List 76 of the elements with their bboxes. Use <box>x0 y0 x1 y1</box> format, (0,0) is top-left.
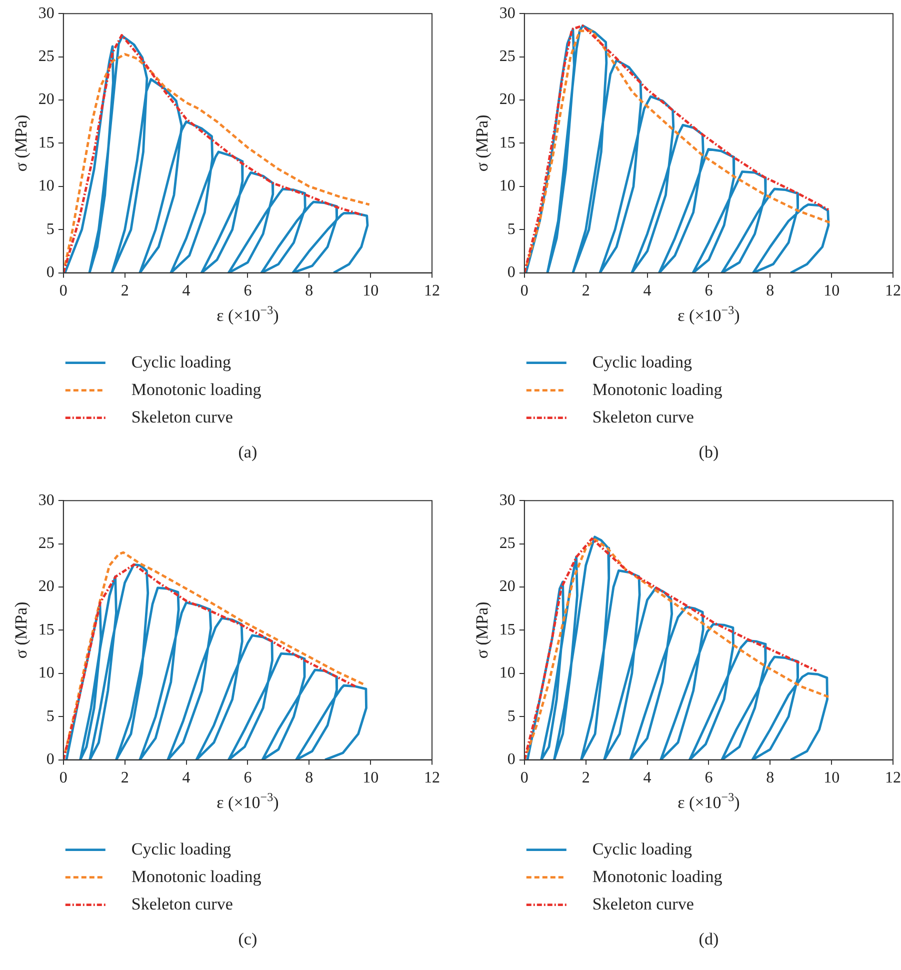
x-tick-label: 10 <box>824 282 840 300</box>
x-tick-label: 2 <box>582 282 590 300</box>
legend-label: Cyclic loading <box>592 352 693 372</box>
x-tick-label: 10 <box>824 770 840 787</box>
text: (c) <box>238 929 258 948</box>
x-tick-label: 8 <box>766 282 774 300</box>
y-tick-label: 5 <box>46 708 54 725</box>
x-tick-label: 12 <box>885 282 901 300</box>
y-tick-label: 0 <box>46 264 54 282</box>
x-tick-label: 6 <box>244 282 252 300</box>
x-tick-label: 2 <box>582 770 590 787</box>
x-tick-label: 4 <box>643 282 652 300</box>
x-tick-label: 0 <box>59 282 68 300</box>
y-tick-label: 10 <box>499 178 516 195</box>
y-tick-label: 25 <box>38 535 54 552</box>
y-tick-label: 0 <box>507 264 516 282</box>
x-tick-label: 6 <box>704 282 713 300</box>
x-tick-label: 12 <box>885 770 901 787</box>
y-tick-label: 15 <box>38 134 54 152</box>
legend-label: Skeleton curve <box>592 894 694 914</box>
x-tick-label: 4 <box>182 770 190 787</box>
y-tick-label: 10 <box>38 664 54 682</box>
x-tick-label: 2 <box>120 282 129 300</box>
legend-label: Monotonic loading <box>592 866 723 886</box>
y-tick-label: 25 <box>499 535 516 552</box>
x-tick-label: 4 <box>643 770 652 787</box>
text: (b) <box>698 442 719 462</box>
x-tick-label: 8 <box>305 770 314 787</box>
legend-label: Skeleton curve <box>131 894 233 914</box>
legend-label: Skeleton curve <box>131 407 233 426</box>
y-tick-label: 5 <box>507 708 516 725</box>
y-tick-label: 30 <box>38 492 54 509</box>
x-tick-label: 0 <box>520 770 528 787</box>
y-tick-label: 20 <box>38 91 54 108</box>
x-tick-label: 6 <box>244 770 252 787</box>
y-tick-label: 20 <box>38 578 54 596</box>
x-tick-label: 6 <box>704 770 713 787</box>
y-tick-label: 5 <box>46 220 54 238</box>
x-tick-label: 10 <box>362 770 379 787</box>
x-tick-label: 8 <box>766 770 774 787</box>
y-tick-label: 30 <box>499 492 516 509</box>
x-tick-label: 4 <box>182 282 190 300</box>
legend-label: Skeleton curve <box>592 407 694 426</box>
x-tick-label: 10 <box>362 282 379 300</box>
legend-label: Cyclic loading <box>592 839 693 858</box>
y-tick-label: 5 <box>507 220 516 238</box>
legend-label: Monotonic loading <box>131 866 262 886</box>
y-tick-label: 20 <box>499 91 516 108</box>
x-tick-label: 0 <box>520 282 528 300</box>
y-tick-label: 10 <box>499 664 516 682</box>
legend-label: Cyclic loading <box>131 839 232 858</box>
legend-label: Monotonic loading <box>131 380 262 399</box>
y-tick-label: 10 <box>38 178 54 195</box>
y-tick-label: 30 <box>38 4 54 22</box>
y-axis-title: σ (MPa) <box>12 114 31 172</box>
y-tick-label: 0 <box>46 751 54 768</box>
y-tick-label: 15 <box>499 134 516 152</box>
legend-label: Monotonic loading <box>592 380 723 399</box>
y-tick-label: 0 <box>507 751 516 768</box>
y-axis-title: σ (MPa) <box>472 602 492 659</box>
y-tick-label: 25 <box>38 48 54 66</box>
legend-label: Cyclic loading <box>131 352 232 372</box>
y-tick-label: 15 <box>38 621 54 638</box>
x-tick-label: 12 <box>424 770 440 787</box>
x-tick-label: 8 <box>305 282 314 300</box>
y-tick-label: 20 <box>499 578 516 596</box>
x-tick-label: 2 <box>120 770 129 787</box>
y-tick-label: 25 <box>499 48 516 66</box>
x-tick-label: 12 <box>424 282 440 300</box>
text: (d) <box>698 929 719 948</box>
y-axis-title: σ (MPa) <box>472 114 492 172</box>
y-axis-title: σ (MPa) <box>12 602 31 659</box>
x-tick-label: 0 <box>59 770 68 787</box>
y-tick-label: 30 <box>499 4 516 22</box>
y-tick-label: 15 <box>499 621 516 638</box>
text: (a) <box>238 442 258 462</box>
